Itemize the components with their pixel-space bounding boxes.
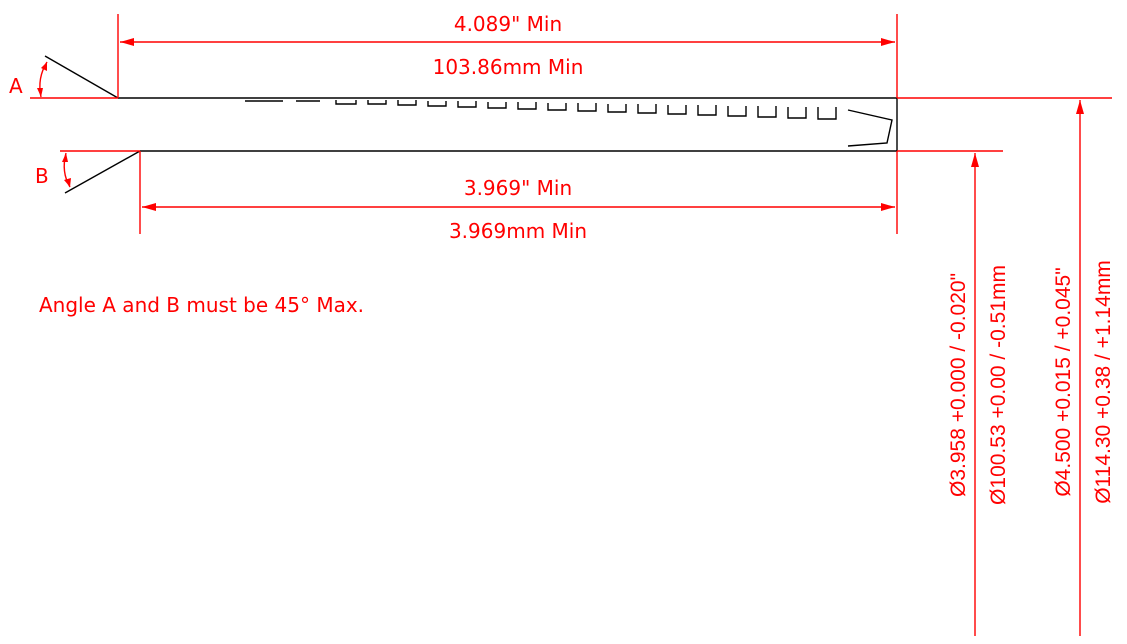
- inner-diameter-arrow: [971, 153, 979, 167]
- thread-profile: [245, 100, 893, 147]
- inner-diameter-mm-label: Ø100.53 +0.00 / -0.51mm: [987, 265, 1010, 505]
- part-outline: [44, 55, 898, 194]
- chamfer-b-edge: [64, 150, 141, 194]
- bottom-length-dimension: 3.969" Min 3.969mm Min: [139, 151, 898, 243]
- bottom-left-arrow: [142, 203, 156, 211]
- angle-b-callout: B: [35, 150, 140, 188]
- angle-a-arrow-bottom: [37, 88, 43, 97]
- top-right-arrow: [881, 38, 895, 46]
- angle-note: Angle A and B must be 45° Max.: [39, 293, 364, 317]
- angle-a-arrow-top: [41, 62, 47, 71]
- bottom-length-mm-label: 3.969mm Min: [449, 219, 587, 243]
- top-left-arrow: [120, 38, 134, 46]
- bottom-length-in-label: 3.969" Min: [464, 176, 572, 200]
- inner-diameter-in-label: Ø3.958 +0.000 / -0.020": [947, 273, 970, 497]
- outer-diameter-mm-label: Ø114.30 +0.38 / +1.14mm: [1092, 260, 1115, 504]
- inner-diameter-dimension: Ø3.958 +0.000 / -0.020" Ø100.53 +0.00 / …: [897, 150, 1010, 636]
- outer-diameter-in-label: Ø4.500 +0.015 / +0.045": [1052, 267, 1075, 496]
- outer-diameter-dimension: Ø4.500 +0.015 / +0.045" Ø114.30 +0.38 / …: [897, 97, 1115, 636]
- angle-a-callout: A: [9, 61, 118, 99]
- chamfer-a-edge: [44, 55, 119, 99]
- angle-b-arrow-bottom: [64, 178, 71, 187]
- top-length-dimension: 4.089" Min 103.86mm Min: [117, 12, 898, 98]
- angle-b-arrow-top: [62, 153, 68, 162]
- angle-a-label: A: [9, 74, 23, 98]
- outer-diameter-arrow: [1076, 100, 1084, 114]
- top-length-in-label: 4.089" Min: [454, 12, 562, 36]
- top-length-mm-label: 103.86mm Min: [433, 55, 584, 79]
- bottom-right-arrow: [881, 203, 895, 211]
- angle-b-label: B: [35, 164, 49, 188]
